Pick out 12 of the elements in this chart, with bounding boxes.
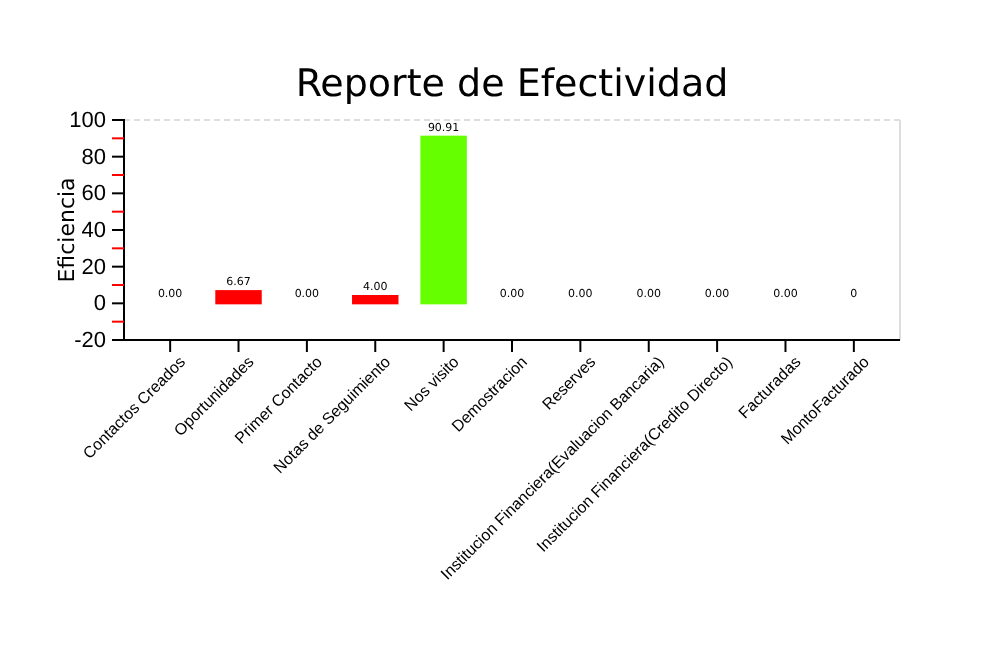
y-tick-label: 0 — [93, 292, 106, 317]
y-tick-label: -20 — [74, 329, 106, 354]
chart-title: Reporte de Efectividad — [295, 62, 729, 106]
y-tick-label: 20 — [81, 255, 106, 280]
bar — [352, 295, 399, 305]
y-tick-label: 100 — [69, 109, 106, 134]
y-tick-label: 40 — [81, 219, 106, 244]
bar — [420, 135, 467, 305]
y-axis-title: Eficiencia — [54, 177, 80, 283]
bar — [215, 290, 262, 305]
y-tick-label: 80 — [81, 145, 106, 170]
y-tick-label: 60 — [81, 182, 106, 207]
